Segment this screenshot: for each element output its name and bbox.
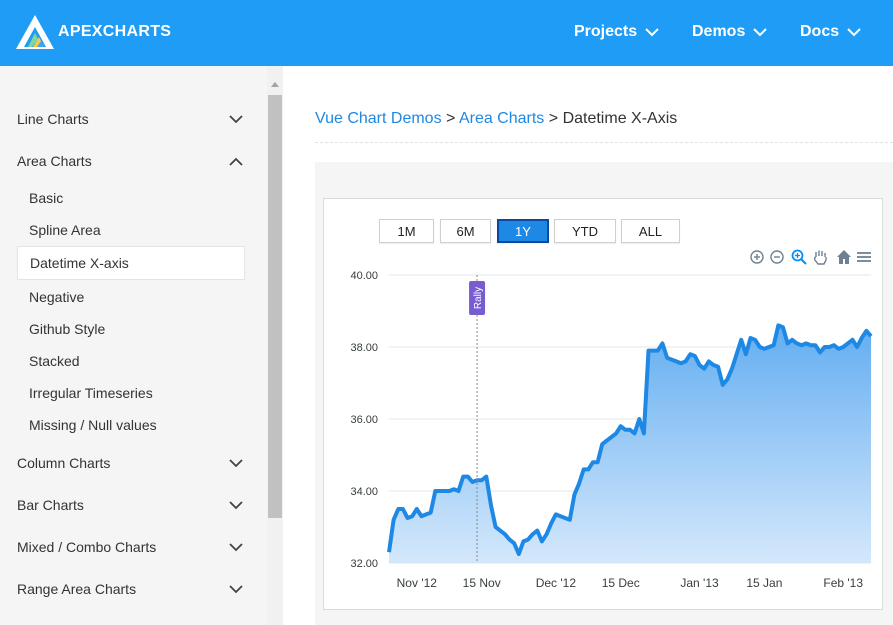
sidebar-group-label: Range Area Charts [17,581,137,597]
breadcrumb-link-area-charts[interactable]: Area Charts [458,110,545,127]
range-button-6m[interactable]: 6M [440,219,491,243]
chevron-up-icon [229,157,243,166]
breadcrumb-divider [315,142,893,143]
breadcrumb-link-vue-chart-demos[interactable]: Vue Chart Demos [315,110,442,127]
sidebar-group-column-charts[interactable]: Column Charts [17,446,247,480]
sidebar-group-label: Bar Charts [17,497,84,513]
sidebar-item-irregular-timeseries[interactable]: Irregular Timeseries [29,385,153,401]
brand-name[interactable]: APEXCHARTS [58,23,172,40]
zoom-in-icon[interactable] [748,248,766,266]
sidebar-group-bar-charts[interactable]: Bar Charts [17,488,247,522]
breadcrumb: Vue Chart Demos > Area Charts > Datetime… [315,110,677,128]
nav-projects[interactable]: Projects [574,23,659,41]
sidebar-group-label: Mixed / Combo Charts [17,539,157,555]
sidebar-item-stacked[interactable]: Stacked [29,353,80,369]
sidebar-group-line-charts[interactable]: Line Charts [17,102,247,136]
sidebar-item-basic[interactable]: Basic [29,190,64,206]
range-button-1m[interactable]: 1M [379,219,434,243]
range-button-1y[interactable]: 1Y [497,219,549,243]
sidebar-item-negative[interactable]: Negative [29,289,85,305]
sidebar-group-label: Area Charts [17,153,92,169]
sidebar-group-mixed-combo-charts[interactable]: Mixed / Combo Charts [17,530,247,564]
sidebar-group-label: Line Charts [17,111,89,127]
nav-docs-label: Docs [800,23,840,40]
nav-projects-label: Projects [574,23,638,40]
selection-zoom-icon[interactable] [790,248,808,266]
breadcrumb-current: Datetime X-Axis [562,110,678,127]
breadcrumb-separator: > [446,110,456,127]
chevron-down-icon [229,114,243,123]
chevron-down-icon [847,28,861,37]
chevron-down-icon [645,28,659,37]
scroll-up-arrow-icon[interactable] [271,82,279,87]
sidebar-group-range-area-charts[interactable]: Range Area Charts [17,572,247,606]
sidebar-group-area-charts[interactable]: Area Charts [17,144,247,178]
sidebar: Line Charts Area Charts Basic Spline Are… [0,66,267,625]
sidebar-item-spline-area[interactable]: Spline Area [29,222,101,238]
nav-demos-label: Demos [692,23,746,40]
range-button-all[interactable]: ALL [621,219,680,243]
zoom-out-icon[interactable] [768,248,786,266]
nav-docs[interactable]: Docs [800,23,861,41]
range-button-ytd[interactable]: YTD [554,219,616,243]
top-navbar: APEXCHARTS Projects Demos Docs [0,0,893,66]
chevron-down-icon [229,458,243,467]
sidebar-item-datetime-x-axis[interactable]: Datetime X-axis [17,246,245,280]
home-icon[interactable] [835,248,853,266]
chevron-down-icon [753,28,768,37]
pan-hand-icon[interactable] [811,248,829,266]
sidebar-scrollbar-thumb[interactable] [268,95,282,518]
sidebar-item-github-style[interactable]: Github Style [29,321,106,337]
sidebar-item-missing-null-values[interactable]: Missing / Null values [29,417,157,433]
menu-icon[interactable] [855,248,873,266]
nav-demos[interactable]: Demos [692,23,768,41]
apexcharts-logo-icon[interactable] [14,13,56,51]
chevron-down-icon [229,584,243,593]
sidebar-group-label: Column Charts [17,455,111,471]
breadcrumb-separator: > [548,110,559,127]
chevron-down-icon [229,542,243,551]
chevron-down-icon [229,500,243,509]
